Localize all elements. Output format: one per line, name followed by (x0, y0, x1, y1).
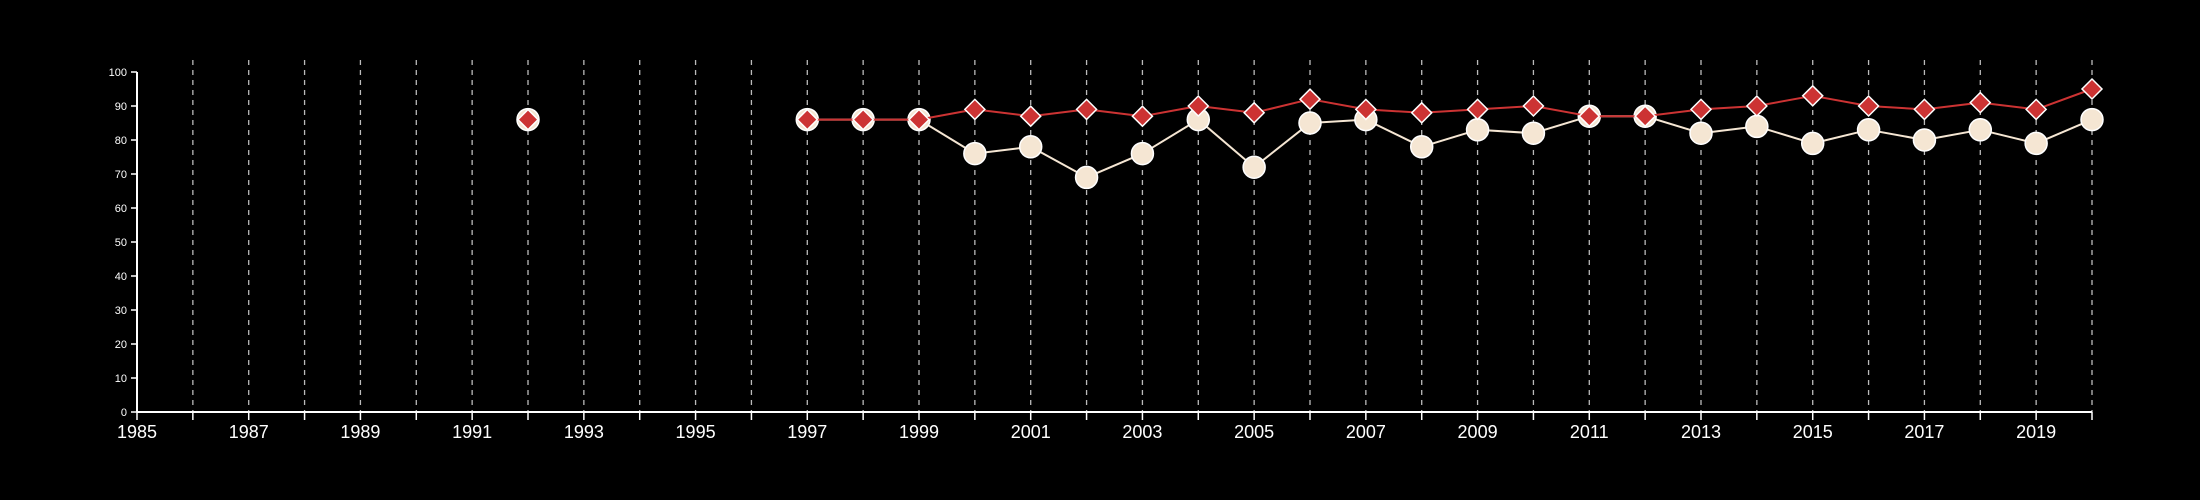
x-tick-label: 1995 (676, 422, 716, 442)
x-tick-label: 2019 (2016, 422, 2056, 442)
x-tick-label: 2007 (1346, 422, 1386, 442)
series-line-segment (1253, 122, 1311, 168)
data-point (1466, 98, 1489, 121)
series-line-segment (1253, 98, 1311, 114)
data-point (1856, 118, 1881, 142)
data-point (1074, 165, 1099, 190)
y-tick-label: 40 (115, 271, 127, 283)
y-tick-label: 0 (121, 407, 127, 419)
data-point (1745, 94, 1768, 118)
x-tick-label: 2013 (1681, 422, 1721, 442)
data-point (1075, 98, 1098, 121)
x-tick-label: 1993 (564, 422, 604, 442)
x-tick-label: 1987 (229, 422, 269, 442)
y-tick-label: 60 (115, 203, 127, 215)
data-point (1130, 141, 1155, 166)
data-point (1689, 121, 1713, 145)
data-point (1298, 88, 1322, 111)
data-point (1689, 98, 1713, 121)
series-line-segment (1197, 118, 1255, 168)
data-point (1857, 94, 1880, 118)
data-point (1019, 105, 1042, 128)
x-tick-label: 1999 (899, 422, 939, 442)
data-point (1912, 128, 1937, 152)
data-point (1745, 114, 1769, 139)
data-point (907, 108, 931, 131)
series-2 (516, 77, 2104, 131)
data-point (1354, 98, 1377, 121)
x-tick-label: 2017 (1904, 422, 1944, 442)
x-tick-label: 1989 (340, 422, 380, 442)
data-point (1634, 105, 1657, 128)
series-layer (516, 77, 2104, 190)
data-point (1409, 135, 1434, 159)
data-point (1913, 98, 1936, 121)
y-tick-label: 10 (115, 373, 127, 385)
y-tick-label: 90 (115, 101, 127, 113)
data-point (1521, 121, 1546, 145)
data-point (1242, 155, 1266, 179)
x-tick-label: 2003 (1122, 422, 1162, 442)
data-point (852, 108, 875, 131)
data-point (2080, 77, 2104, 101)
data-point (1298, 111, 1322, 135)
axes: 0 10 20 30 40 50 60 70 80 90 100 1985 1987 1989 1991 19… (109, 67, 2093, 442)
y-tick-label: 80 (115, 135, 127, 147)
y-tick-label: 70 (115, 169, 127, 181)
data-point (1578, 105, 1601, 128)
data-point (2024, 131, 2048, 156)
data-point (796, 108, 819, 131)
data-point (2025, 98, 2048, 121)
series-line-segment (2035, 88, 2093, 111)
y-tick-label: 30 (115, 305, 127, 317)
data-point (1131, 105, 1154, 128)
data-point (1243, 101, 1266, 124)
y-tick-label: 20 (115, 339, 127, 351)
data-point (1969, 91, 1992, 114)
data-point (963, 141, 987, 166)
data-point (2080, 107, 2104, 132)
data-point (963, 98, 986, 121)
y-tick-label: 50 (115, 237, 127, 249)
data-point (1801, 84, 1824, 107)
y-tick-label: 100 (109, 67, 127, 79)
x-tick-label: 2005 (1234, 422, 1274, 442)
data-point (1187, 94, 1210, 118)
x-tick-label: 1985 (117, 422, 157, 442)
x-tick-label: 2001 (1011, 422, 1051, 442)
data-point (1522, 94, 1545, 118)
data-point (1410, 101, 1433, 124)
data-point (516, 108, 540, 131)
data-point (1968, 118, 1993, 142)
x-tick-label: 2015 (1793, 422, 1833, 442)
x-tick-label: 2011 (1570, 422, 1609, 442)
data-point (1800, 131, 1825, 156)
x-tick-label: 2009 (1458, 422, 1498, 442)
grid-lines (192, 60, 2093, 412)
x-tick-label: 1997 (787, 422, 827, 442)
data-point (1018, 135, 1043, 159)
data-point (1465, 118, 1490, 142)
x-tick-label: 1991 (452, 422, 492, 442)
